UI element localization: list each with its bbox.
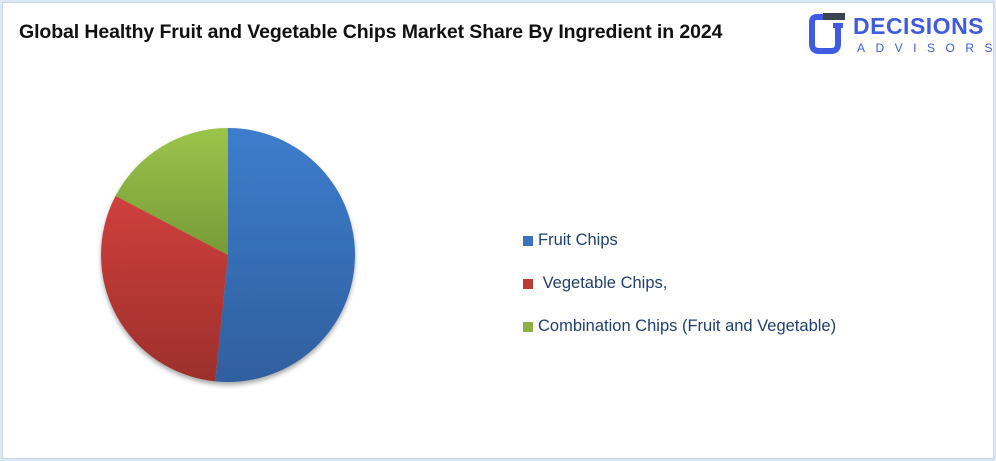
legend-label: Fruit Chips bbox=[538, 231, 618, 249]
legend-item-combination-chips: Combination Chips (Fruit and Vegetable) bbox=[523, 305, 836, 348]
logo-text-secondary: ADVISORS bbox=[857, 41, 996, 55]
legend-item-vegetable-chips: Vegetable Chips, bbox=[523, 262, 836, 305]
pie-slice-fruit-chips bbox=[215, 128, 356, 382]
legend-swatch-green bbox=[523, 321, 533, 332]
legend-item-fruit-chips: Fruit Chips bbox=[523, 219, 836, 262]
pie-slice-combination-chips bbox=[115, 128, 228, 255]
legend-label: Combination Chips (Fruit and Vegetable) bbox=[538, 317, 837, 335]
pie-chart bbox=[100, 128, 356, 382]
logo-text-primary: DECISIONS bbox=[853, 13, 985, 39]
decisions-advisors-logo-icon bbox=[809, 13, 845, 54]
chart-title: Global Healthy Fruit and Vegetable Chips… bbox=[19, 21, 723, 43]
legend-swatch-red bbox=[523, 278, 533, 289]
legend-swatch-blue bbox=[523, 235, 533, 246]
brand-logo: DECISIONS ADVISORS bbox=[809, 11, 995, 57]
legend-label: Vegetable Chips, bbox=[538, 274, 668, 292]
chart-legend: Fruit Chips Vegetable Chips, Combination… bbox=[523, 219, 836, 348]
pie-slice-vegetable-chips bbox=[100, 195, 228, 382]
